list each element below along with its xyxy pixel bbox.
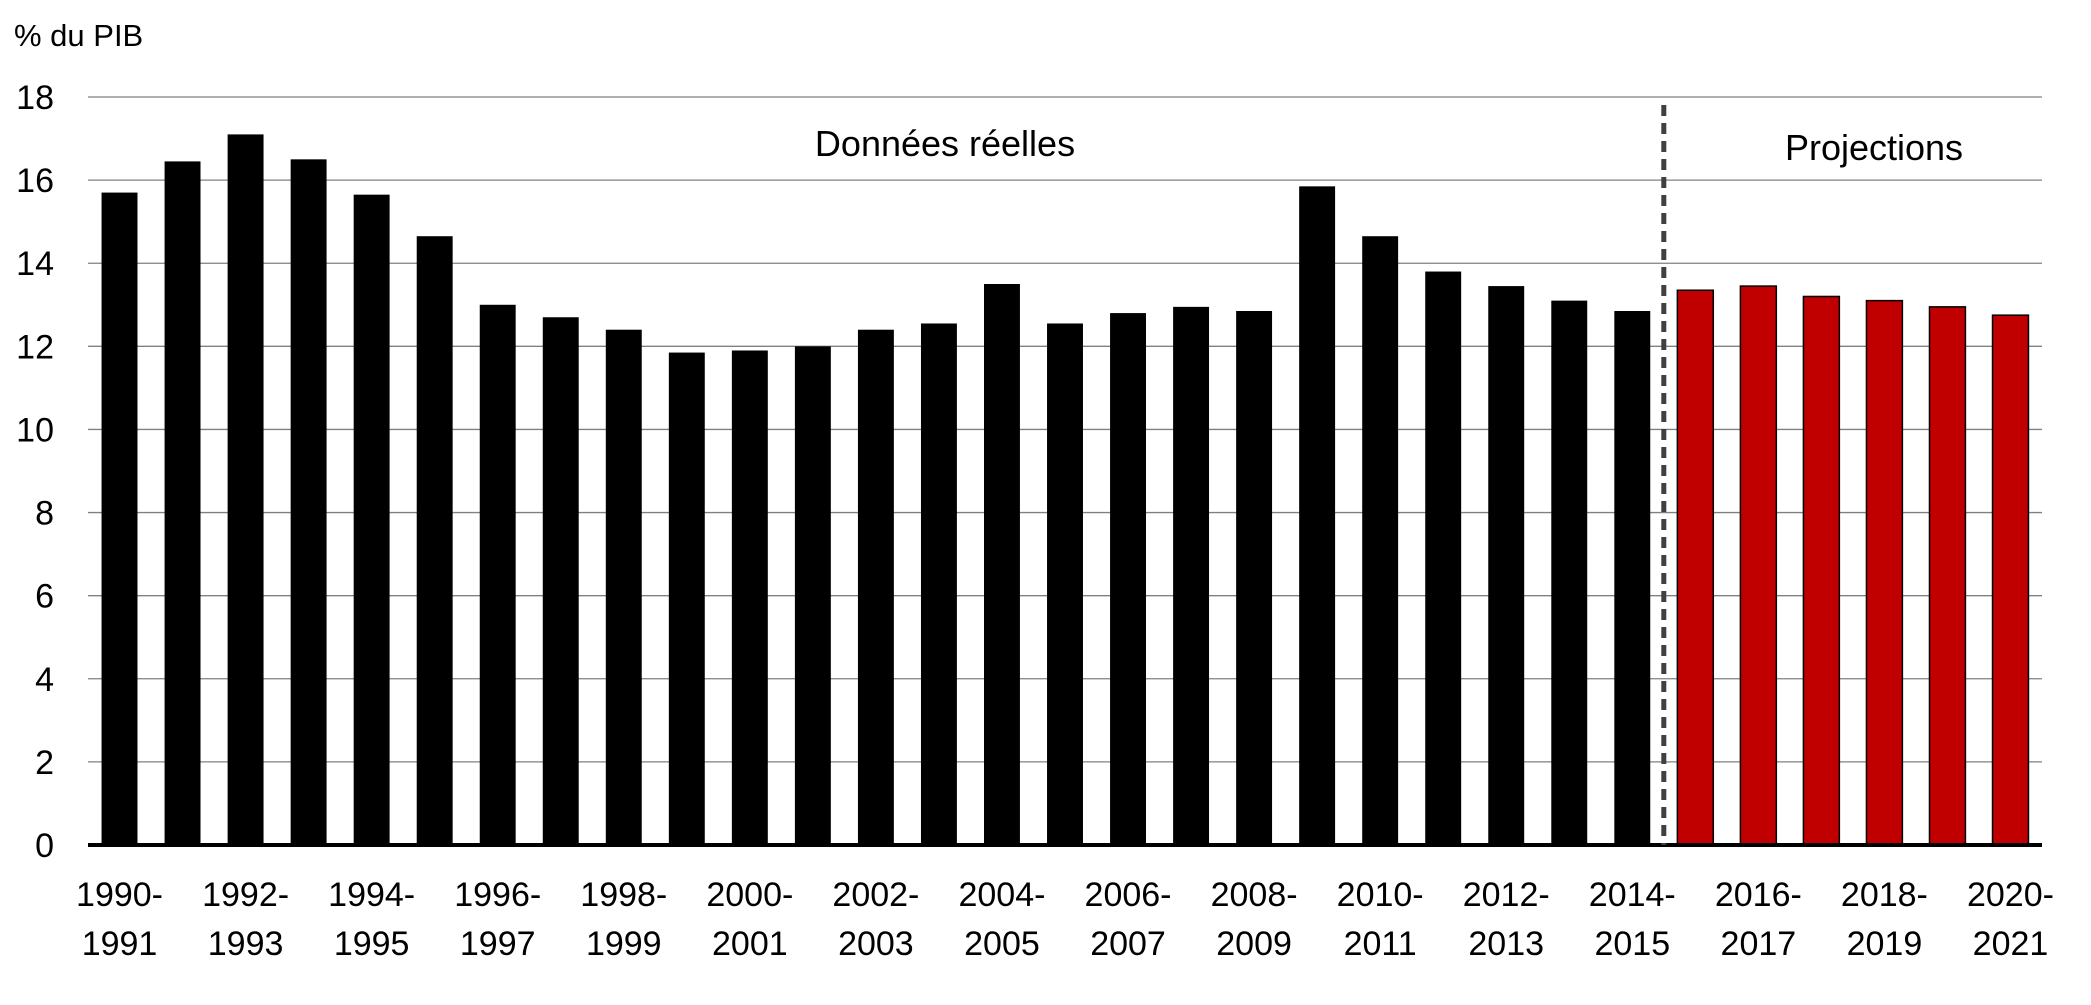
x-tick-label: 2018- (1841, 876, 1928, 914)
y-tick-label: 16 (16, 162, 54, 200)
y-tick-label: 8 (35, 495, 54, 533)
x-tick-label: 2006- (1085, 876, 1172, 914)
x-tick-label: 2008- (1211, 876, 1298, 914)
x-tick-label: 2011 (1344, 925, 1417, 963)
annotation-actual-data: Données réelles (815, 123, 1075, 164)
x-tick-label: 1992- (202, 876, 289, 914)
x-tick-label: 2005 (964, 925, 1040, 963)
bar-actual (1236, 311, 1273, 845)
bar-actual (1488, 286, 1525, 846)
bar-actual (353, 194, 390, 846)
bar-actual (605, 329, 642, 845)
bar-actual (1362, 236, 1399, 845)
bar-actual (416, 236, 453, 845)
y-tick-label: 6 (35, 578, 54, 616)
bars (101, 134, 2030, 846)
bar-actual (1047, 323, 1083, 845)
y-tick-label: 10 (16, 411, 54, 449)
x-axis-tick-labels: 1990- 1991 1992- 1993 1994- 1995 1996- 1997 1998… (76, 876, 2054, 963)
bar-actual (1299, 186, 1336, 845)
bar-actual (920, 323, 957, 845)
x-tick-label: 2021 (1973, 925, 2049, 963)
x-tick-label: 2016- (1715, 876, 1802, 914)
x-tick-label: 2010- (1337, 876, 1424, 914)
x-tick-label: 2013 (1468, 925, 1544, 963)
x-tick-label: 1996- (454, 876, 541, 914)
x-tick-label: 2019 (1847, 925, 1923, 963)
bar-actual (668, 352, 705, 845)
y-tick-label: 4 (35, 661, 54, 699)
bar-actual (1614, 311, 1651, 845)
x-tick-label: 2012- (1463, 876, 1550, 914)
bar-actual (542, 317, 579, 845)
bar-actual (164, 161, 201, 845)
x-tick-label: 2017 (1721, 925, 1797, 963)
x-tick-label: 2015 (1594, 925, 1670, 963)
annotation-projections: Projections (1785, 127, 1963, 168)
bar-projection (1865, 299, 1904, 846)
bar-projection (1928, 306, 1967, 846)
x-tick-label: 1995 (334, 925, 410, 963)
bar-actual (479, 304, 516, 845)
y-axis-label: % du PIB (14, 18, 143, 53)
x-tick-label: 2002- (832, 876, 919, 914)
bar-actual (227, 134, 264, 845)
y-tick-label: 12 (16, 328, 54, 366)
y-tick-label: 2 (35, 744, 54, 782)
x-tick-label: 2014- (1589, 876, 1676, 914)
x-tick-label: 2001 (712, 925, 788, 963)
x-tick-label: 1999 (586, 925, 662, 963)
bar-actual (1425, 271, 1462, 845)
x-tick-label: 2009 (1216, 925, 1292, 963)
y-tick-label: 14 (16, 245, 54, 283)
bar-actual (101, 192, 138, 846)
bar-projection (1802, 295, 1841, 846)
bar-actual (984, 284, 1020, 845)
bar-actual (1173, 306, 1210, 845)
x-tick-label: 1997 (460, 925, 536, 963)
bar-projection (1739, 285, 1778, 846)
bar-actual (1110, 313, 1146, 846)
x-tick-label: 2020- (1967, 876, 2054, 914)
bar-actual (794, 346, 831, 845)
bar-actual (1551, 300, 1588, 846)
x-tick-label: 1990- (76, 876, 163, 914)
bar-projection (1676, 289, 1715, 846)
x-tick-label: 1991 (82, 925, 158, 963)
x-tick-label: 2007 (1090, 925, 1166, 963)
y-tick-label: 18 (16, 79, 54, 117)
x-tick-label: 2000- (706, 876, 793, 914)
y-axis-tick-labels: 0 2 4 6 8 10 12 14 16 18 (16, 79, 54, 865)
x-tick-label: 1998- (580, 876, 667, 914)
x-tick-label: 1993 (208, 925, 284, 963)
bar-actual (857, 329, 894, 845)
y-tick-label: 0 (35, 827, 54, 865)
x-tick-label: 2003 (838, 925, 914, 963)
x-tick-label: 2004- (958, 876, 1045, 914)
bar-actual (731, 350, 768, 845)
x-tick-label: 1994- (328, 876, 415, 914)
bar-actual (290, 159, 327, 846)
bar-projection (1991, 314, 2030, 846)
